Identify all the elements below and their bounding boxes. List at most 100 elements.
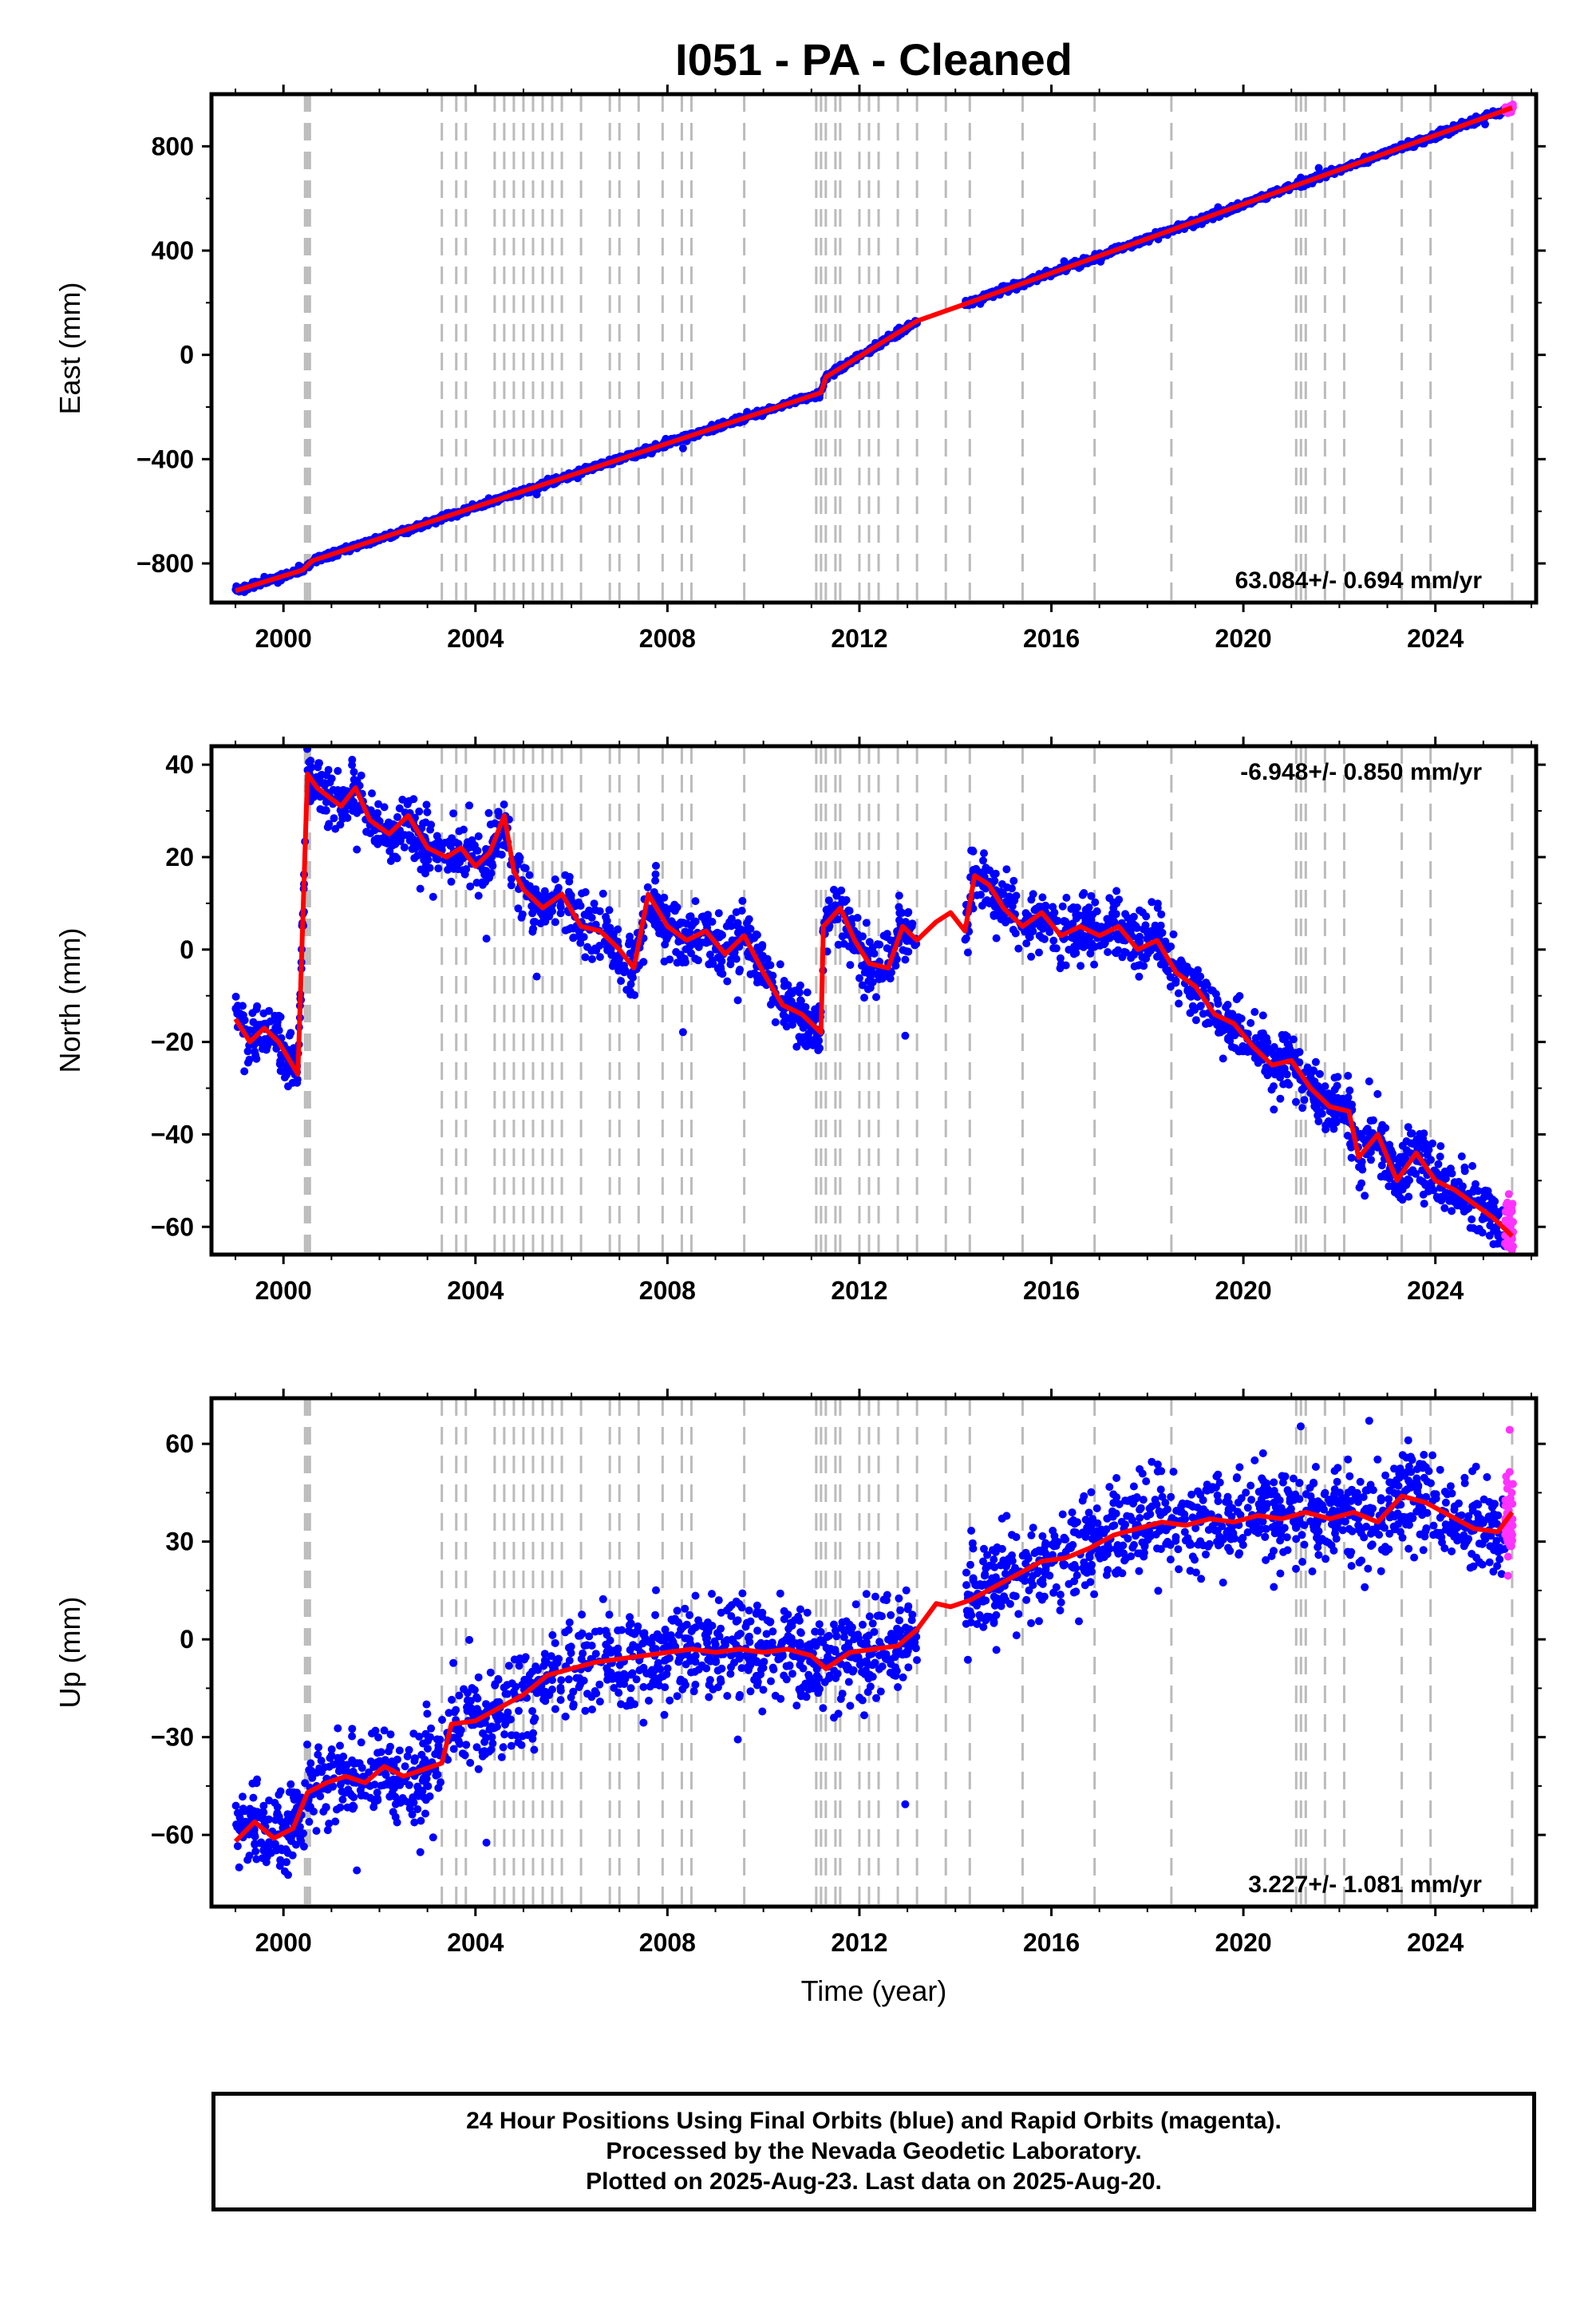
data-point [733, 996, 742, 1005]
data-point [1472, 1180, 1479, 1188]
data-point [1396, 1152, 1404, 1161]
x-tick-label: 2000 [255, 1276, 312, 1305]
data-point [252, 1054, 261, 1063]
data-point [723, 977, 732, 986]
data-point [1091, 898, 1100, 907]
data-point [1436, 1152, 1444, 1161]
data-point [1062, 893, 1071, 902]
data-point [1279, 1080, 1288, 1089]
data-point [1281, 1047, 1290, 1056]
data-point [527, 902, 536, 911]
data-point [608, 962, 617, 970]
data-point [1292, 1535, 1301, 1543]
data-point [753, 1601, 761, 1610]
data-point [1053, 916, 1062, 925]
data-point [500, 800, 508, 808]
data-point [1282, 1070, 1291, 1079]
data-point [1110, 918, 1119, 927]
data-point [515, 852, 523, 860]
data-point [1300, 1096, 1309, 1105]
data-point [1100, 940, 1108, 949]
data-point [1276, 1073, 1285, 1082]
data-point [316, 804, 325, 813]
data-point [979, 856, 987, 865]
data-point [868, 943, 877, 952]
data-point [967, 846, 976, 855]
data-point [396, 837, 405, 845]
data-point [529, 924, 538, 933]
data-point [1075, 1617, 1083, 1626]
data-point [1074, 942, 1083, 951]
data-point [532, 972, 541, 981]
data-point [678, 1028, 687, 1037]
data-point [433, 832, 441, 840]
data-point [1143, 928, 1152, 937]
data-point [1084, 937, 1092, 946]
data-point [708, 956, 717, 965]
data-point [1246, 1018, 1255, 1027]
data-point [1410, 1553, 1419, 1562]
data-point [1104, 921, 1112, 930]
data-point [393, 812, 401, 821]
data-point [1434, 1160, 1443, 1168]
data-point [1141, 921, 1150, 930]
data-point [1191, 1016, 1200, 1025]
data-point [1060, 918, 1069, 927]
data-point [839, 1633, 848, 1642]
data-point [1027, 925, 1035, 934]
data-point [362, 828, 371, 836]
data-point [1262, 1555, 1270, 1564]
data-point [602, 916, 611, 925]
data-point [1185, 966, 1194, 975]
data-point [1035, 931, 1044, 940]
data-point [1363, 1124, 1372, 1133]
data-point [324, 765, 333, 774]
data-point [771, 1018, 780, 1026]
data-point [1423, 1151, 1432, 1160]
data-point [1228, 1010, 1237, 1018]
data-point [1314, 164, 1323, 172]
data-point [331, 824, 340, 833]
data-point [980, 849, 988, 858]
data-point [1163, 966, 1172, 974]
data-point [425, 864, 434, 872]
data-point [1199, 1010, 1207, 1018]
data-point [882, 972, 891, 981]
model-line [233, 771, 1514, 1238]
data-point [1420, 1199, 1428, 1208]
data-point [325, 820, 334, 828]
data-point [1174, 989, 1183, 998]
data-point [871, 1592, 879, 1601]
x-tick-label: 2016 [1023, 1276, 1080, 1305]
data-point [1187, 1490, 1196, 1499]
data-point [799, 1023, 808, 1032]
data-point [330, 814, 338, 823]
data-point [780, 977, 788, 985]
data-point [1061, 961, 1070, 970]
data-point [536, 919, 545, 927]
data-point [406, 832, 415, 840]
data-point [322, 798, 330, 807]
data-point [484, 808, 493, 817]
data-point [1282, 1032, 1291, 1041]
data-point [556, 909, 565, 918]
data-point [1408, 1140, 1417, 1148]
plot-frame [209, 92, 1539, 605]
data-point [1489, 1240, 1498, 1248]
data-point [341, 812, 350, 820]
data-point [759, 1686, 768, 1694]
data-point [1345, 1140, 1354, 1148]
data-point [1171, 976, 1180, 985]
data-point [1385, 1174, 1394, 1183]
data-point [1104, 948, 1112, 956]
data-point [478, 878, 487, 887]
data-point [1257, 1030, 1266, 1038]
data-point [961, 935, 970, 944]
data-point [990, 876, 999, 885]
data-point [678, 444, 687, 453]
data-point [782, 1022, 791, 1031]
data-point [652, 861, 660, 870]
data-point [1222, 1003, 1231, 1012]
